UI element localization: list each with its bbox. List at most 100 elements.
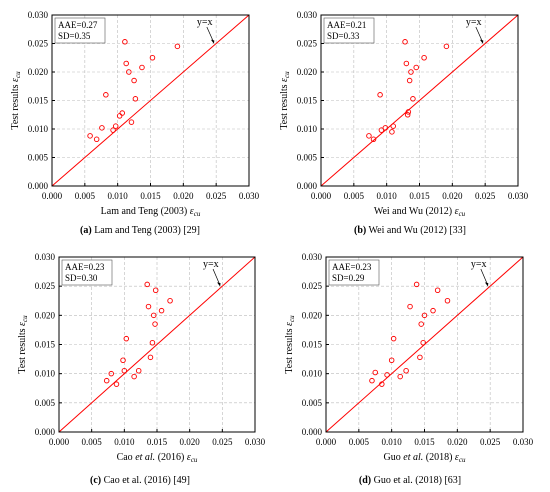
y-axis-label: Test results εcu — [284, 315, 296, 374]
data-point — [418, 321, 424, 327]
data-point — [135, 368, 142, 374]
x-tick-label: 0.005 — [82, 437, 103, 447]
aae-label: AAE=0.27 — [58, 20, 98, 30]
data-point — [174, 43, 181, 50]
x-tick-label: 0.020 — [180, 437, 201, 447]
data-point — [390, 123, 396, 129]
data-point — [122, 39, 128, 45]
annotation-arrow — [212, 268, 221, 286]
data-point — [410, 96, 416, 102]
data-point — [403, 368, 409, 374]
aae-label: AAE=0.21 — [327, 20, 366, 30]
y-tick-label: 0.010 — [35, 369, 56, 379]
reference-line — [51, 14, 250, 187]
x-tick-label: 0.030 — [513, 437, 534, 447]
data-point — [93, 136, 100, 143]
panel-caption: (c) Cao et al. (2016) [49] — [90, 475, 190, 486]
data-point — [108, 370, 115, 377]
panel-caption: (d) Guo et al. (2018) [63] — [359, 475, 461, 486]
x-axis-label: Cao et al. (2016) εcu — [117, 452, 198, 464]
x-tick-label: 0.030 — [508, 191, 529, 201]
y-tick-label: 0.015 — [35, 340, 56, 350]
panel-caption: (a) Lam and Teng (2003) [29] — [80, 225, 200, 236]
chart-panel-c: 0.000 0.005 0.010 0.015 0.020 0.025 0.030 0.000… — [17, 252, 266, 486]
data-point — [145, 303, 152, 310]
x-tick-label: 0.020 — [442, 191, 463, 201]
data-point — [430, 307, 436, 314]
x-tick-label: 0.005 — [75, 191, 96, 201]
y-tick-label: 0.020 — [35, 310, 56, 320]
data-point — [103, 377, 110, 384]
arrowhead-icon — [210, 39, 215, 44]
x-tick-label: 0.025 — [212, 437, 233, 447]
data-point — [144, 281, 150, 288]
data-point — [434, 287, 441, 294]
y-tick-label: 0.030 — [302, 252, 323, 262]
x-tick-label: 0.030 — [239, 191, 260, 201]
y-tick-label: 0.030 — [297, 10, 318, 20]
reference-line — [320, 14, 519, 187]
data-point — [379, 381, 385, 387]
data-point — [372, 369, 379, 376]
data-point — [147, 354, 154, 361]
data-point — [149, 55, 156, 61]
x-tick-label: 0.015 — [147, 437, 168, 447]
data-point — [123, 335, 130, 342]
y-tick-label: 0.020 — [302, 310, 323, 320]
data-point — [404, 111, 411, 118]
y-tick-label: 0.000 — [302, 427, 323, 437]
data-point — [128, 119, 135, 125]
data-point — [388, 357, 395, 364]
y-tick-label: 0.015 — [302, 340, 323, 350]
data-point — [149, 340, 156, 346]
sd-label: SD=0.29 — [332, 273, 365, 283]
x-tick-label: 0.025 — [206, 191, 227, 201]
annotation-arrow — [480, 268, 489, 286]
x-tick-label: 0.000 — [316, 437, 337, 447]
data-point — [120, 357, 126, 364]
data-point — [378, 127, 385, 133]
x-axis-label: Wei and Wu (2012) εcu — [374, 206, 466, 218]
arrowhead-icon — [484, 282, 489, 287]
y-tick-label: 0.000 — [28, 181, 49, 191]
x-tick-label: 0.015 — [414, 437, 435, 447]
y-tick-label: 0.010 — [302, 369, 323, 379]
x-tick-label: 0.015 — [140, 191, 161, 201]
x-axis-label: Lam and Teng (2003) εcu — [101, 206, 201, 218]
data-point — [402, 39, 408, 45]
annotation-arrow — [475, 26, 484, 43]
y-tick-label: 0.010 — [28, 124, 49, 134]
reference-line-label: y=x — [203, 259, 219, 270]
x-tick-label: 0.010 — [382, 437, 403, 447]
data-point — [116, 113, 123, 119]
data-point — [382, 125, 389, 131]
y-tick-label: 0.005 — [297, 153, 318, 163]
data-point — [406, 77, 413, 84]
aae-label: AAE=0.23 — [332, 262, 372, 272]
data-point — [397, 373, 403, 380]
data-point — [403, 60, 410, 67]
panel-caption: (b) Wei and Wu (2012) [33] — [354, 225, 466, 236]
data-point — [158, 307, 165, 314]
data-point — [384, 372, 390, 378]
data-point — [139, 64, 145, 71]
data-point — [152, 321, 158, 327]
y-tick-label: 0.000 — [297, 181, 318, 191]
y-tick-label: 0.025 — [297, 39, 318, 49]
x-tick-label: 0.020 — [173, 191, 194, 201]
data-point — [119, 110, 126, 116]
y-tick-label: 0.005 — [302, 398, 323, 408]
x-tick-label: 0.020 — [447, 437, 468, 447]
data-point — [99, 125, 105, 131]
data-point — [413, 281, 420, 288]
y-tick-label: 0.020 — [297, 67, 318, 77]
data-point — [112, 123, 119, 129]
aae-label: AAE=0.23 — [65, 262, 105, 272]
reference-line-label: y=x — [466, 17, 482, 28]
y-tick-label: 0.015 — [28, 96, 49, 106]
x-axis-label: Guo et al. (2018) εcu — [384, 452, 466, 464]
data-point — [443, 43, 450, 50]
x-tick-label: 0.010 — [377, 191, 398, 201]
y-tick-label: 0.025 — [35, 281, 56, 291]
